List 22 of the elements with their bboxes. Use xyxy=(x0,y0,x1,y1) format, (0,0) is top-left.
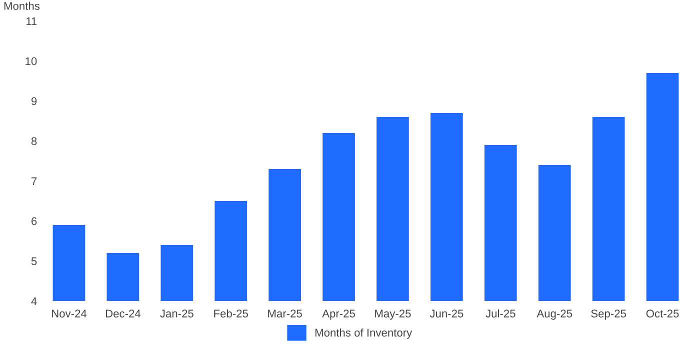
x-tick-label: Jan-25 xyxy=(160,310,194,318)
x-tick-label: Oct-25 xyxy=(646,310,679,318)
x-tick-label: Sep-25 xyxy=(591,310,626,320)
x-tick-label: May-25 xyxy=(375,310,411,320)
y-axis-title: Months xyxy=(4,2,40,10)
y-tick-label: 7 xyxy=(32,177,37,186)
y-tick-label: 5 xyxy=(31,257,37,266)
y-tick-label: 4 xyxy=(31,297,37,306)
y-tick-label: 6 xyxy=(32,217,37,226)
x-tick-label: Jun-25 xyxy=(430,310,464,318)
x-tick-label: Apr-25 xyxy=(322,310,355,320)
y-tick-label: 8 xyxy=(31,137,37,146)
y-tick-label: 10 xyxy=(26,57,37,66)
y-tick-label: 11 xyxy=(26,17,37,26)
y-tick-label: 9 xyxy=(31,97,37,106)
x-tick-label: Nov-24 xyxy=(52,310,87,318)
legend-label: Months of Inventory xyxy=(315,328,412,339)
x-tick-label: Feb-25 xyxy=(214,309,248,318)
x-tick-label: Dec-24 xyxy=(106,310,141,318)
x-tick-label: Mar-25 xyxy=(268,310,302,318)
x-tick-label: Jul-25 xyxy=(486,309,516,318)
x-tick-label: Aug-25 xyxy=(536,310,572,320)
